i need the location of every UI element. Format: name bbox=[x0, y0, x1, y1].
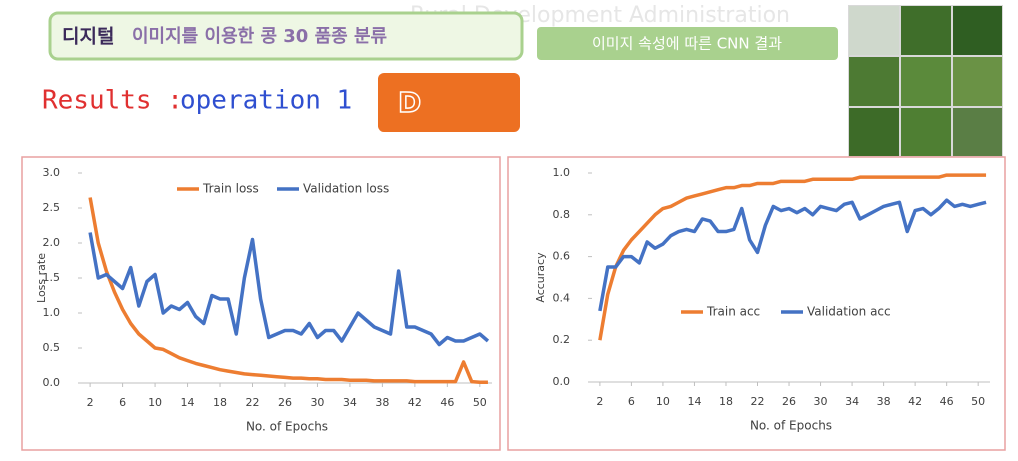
x-tick-label: 18 bbox=[213, 396, 227, 409]
y-tick-label: 0.0 bbox=[553, 375, 571, 388]
y-tick-label: 3.0 bbox=[43, 166, 61, 179]
title-bold: 디지털 bbox=[62, 26, 114, 48]
y-tick-label: 1.5 bbox=[43, 271, 61, 284]
x-tick-label: 34 bbox=[845, 395, 859, 408]
y-tick-label: 0.8 bbox=[553, 208, 571, 221]
x-tick-label: 14 bbox=[687, 395, 701, 408]
badge-text: D bbox=[398, 86, 421, 119]
x-tick-label: 10 bbox=[656, 395, 670, 408]
y-axis-title: Loss rate bbox=[35, 253, 48, 303]
panel-frame bbox=[507, 156, 1006, 451]
data-line bbox=[598, 173, 987, 341]
data-line bbox=[598, 198, 987, 312]
title-box bbox=[48, 11, 524, 61]
y-tick-label: 0.6 bbox=[553, 250, 571, 263]
x-tick-label: 46 bbox=[440, 396, 454, 409]
x-tick-label: 50 bbox=[971, 395, 985, 408]
y-tick-label: 0.2 bbox=[553, 333, 571, 346]
x-tick-label: 6 bbox=[628, 395, 635, 408]
data-line bbox=[88, 232, 490, 347]
x-axis-title: No. of Epochs bbox=[246, 420, 328, 434]
plant-images bbox=[848, 5, 1003, 157]
y-axis-title: Accuracy bbox=[534, 252, 547, 303]
x-tick-label: 42 bbox=[408, 396, 422, 409]
result-button bbox=[537, 27, 838, 60]
x-tick-label: 22 bbox=[245, 396, 259, 409]
y-tick-label: 1.0 bbox=[553, 166, 571, 179]
panel-frame bbox=[21, 156, 501, 451]
x-tick-label: 18 bbox=[719, 395, 733, 408]
y-tick-label: 0.4 bbox=[553, 291, 571, 304]
legend-label: Train acc bbox=[706, 305, 760, 319]
x-tick-label: 2 bbox=[87, 396, 94, 409]
x-tick-label: 38 bbox=[877, 395, 891, 408]
legend-label: Validation loss bbox=[303, 182, 389, 196]
x-tick-label: 50 bbox=[473, 396, 487, 409]
title-text: 이미지를 이용한 콩 30 품종 분류 bbox=[132, 26, 387, 47]
results-operation: operation 1 bbox=[180, 86, 352, 116]
x-tick-label: 34 bbox=[343, 396, 357, 409]
x-tick-label: 10 bbox=[148, 396, 162, 409]
x-tick-label: 26 bbox=[278, 396, 292, 409]
x-tick-label: 6 bbox=[119, 396, 126, 409]
y-tick-label: 0.0 bbox=[43, 376, 61, 389]
x-tick-label: 46 bbox=[940, 395, 954, 408]
x-tick-label: 2 bbox=[596, 395, 603, 408]
x-axis-title: No. of Epochs bbox=[750, 419, 832, 433]
badge-box bbox=[378, 73, 520, 132]
x-tick-label: 38 bbox=[375, 396, 389, 409]
result-button-text: 이미지 속성에 따른 CNN 결과 bbox=[592, 35, 782, 53]
x-tick-label: 42 bbox=[908, 395, 922, 408]
x-tick-label: 30 bbox=[814, 395, 828, 408]
y-tick-label: 0.5 bbox=[43, 341, 61, 354]
x-tick-label: 26 bbox=[782, 395, 796, 408]
legend-label: Validation acc bbox=[807, 305, 891, 319]
x-tick-label: 14 bbox=[181, 396, 195, 409]
y-tick-label: 2.5 bbox=[43, 201, 61, 214]
x-tick-label: 22 bbox=[751, 395, 765, 408]
results-label: Results : bbox=[42, 86, 183, 116]
y-tick-label: 2.0 bbox=[43, 236, 61, 249]
x-tick-label: 30 bbox=[310, 396, 324, 409]
data-line bbox=[88, 197, 488, 385]
y-tick-label: 1.0 bbox=[43, 306, 61, 319]
legend-label: Train loss bbox=[202, 182, 259, 196]
